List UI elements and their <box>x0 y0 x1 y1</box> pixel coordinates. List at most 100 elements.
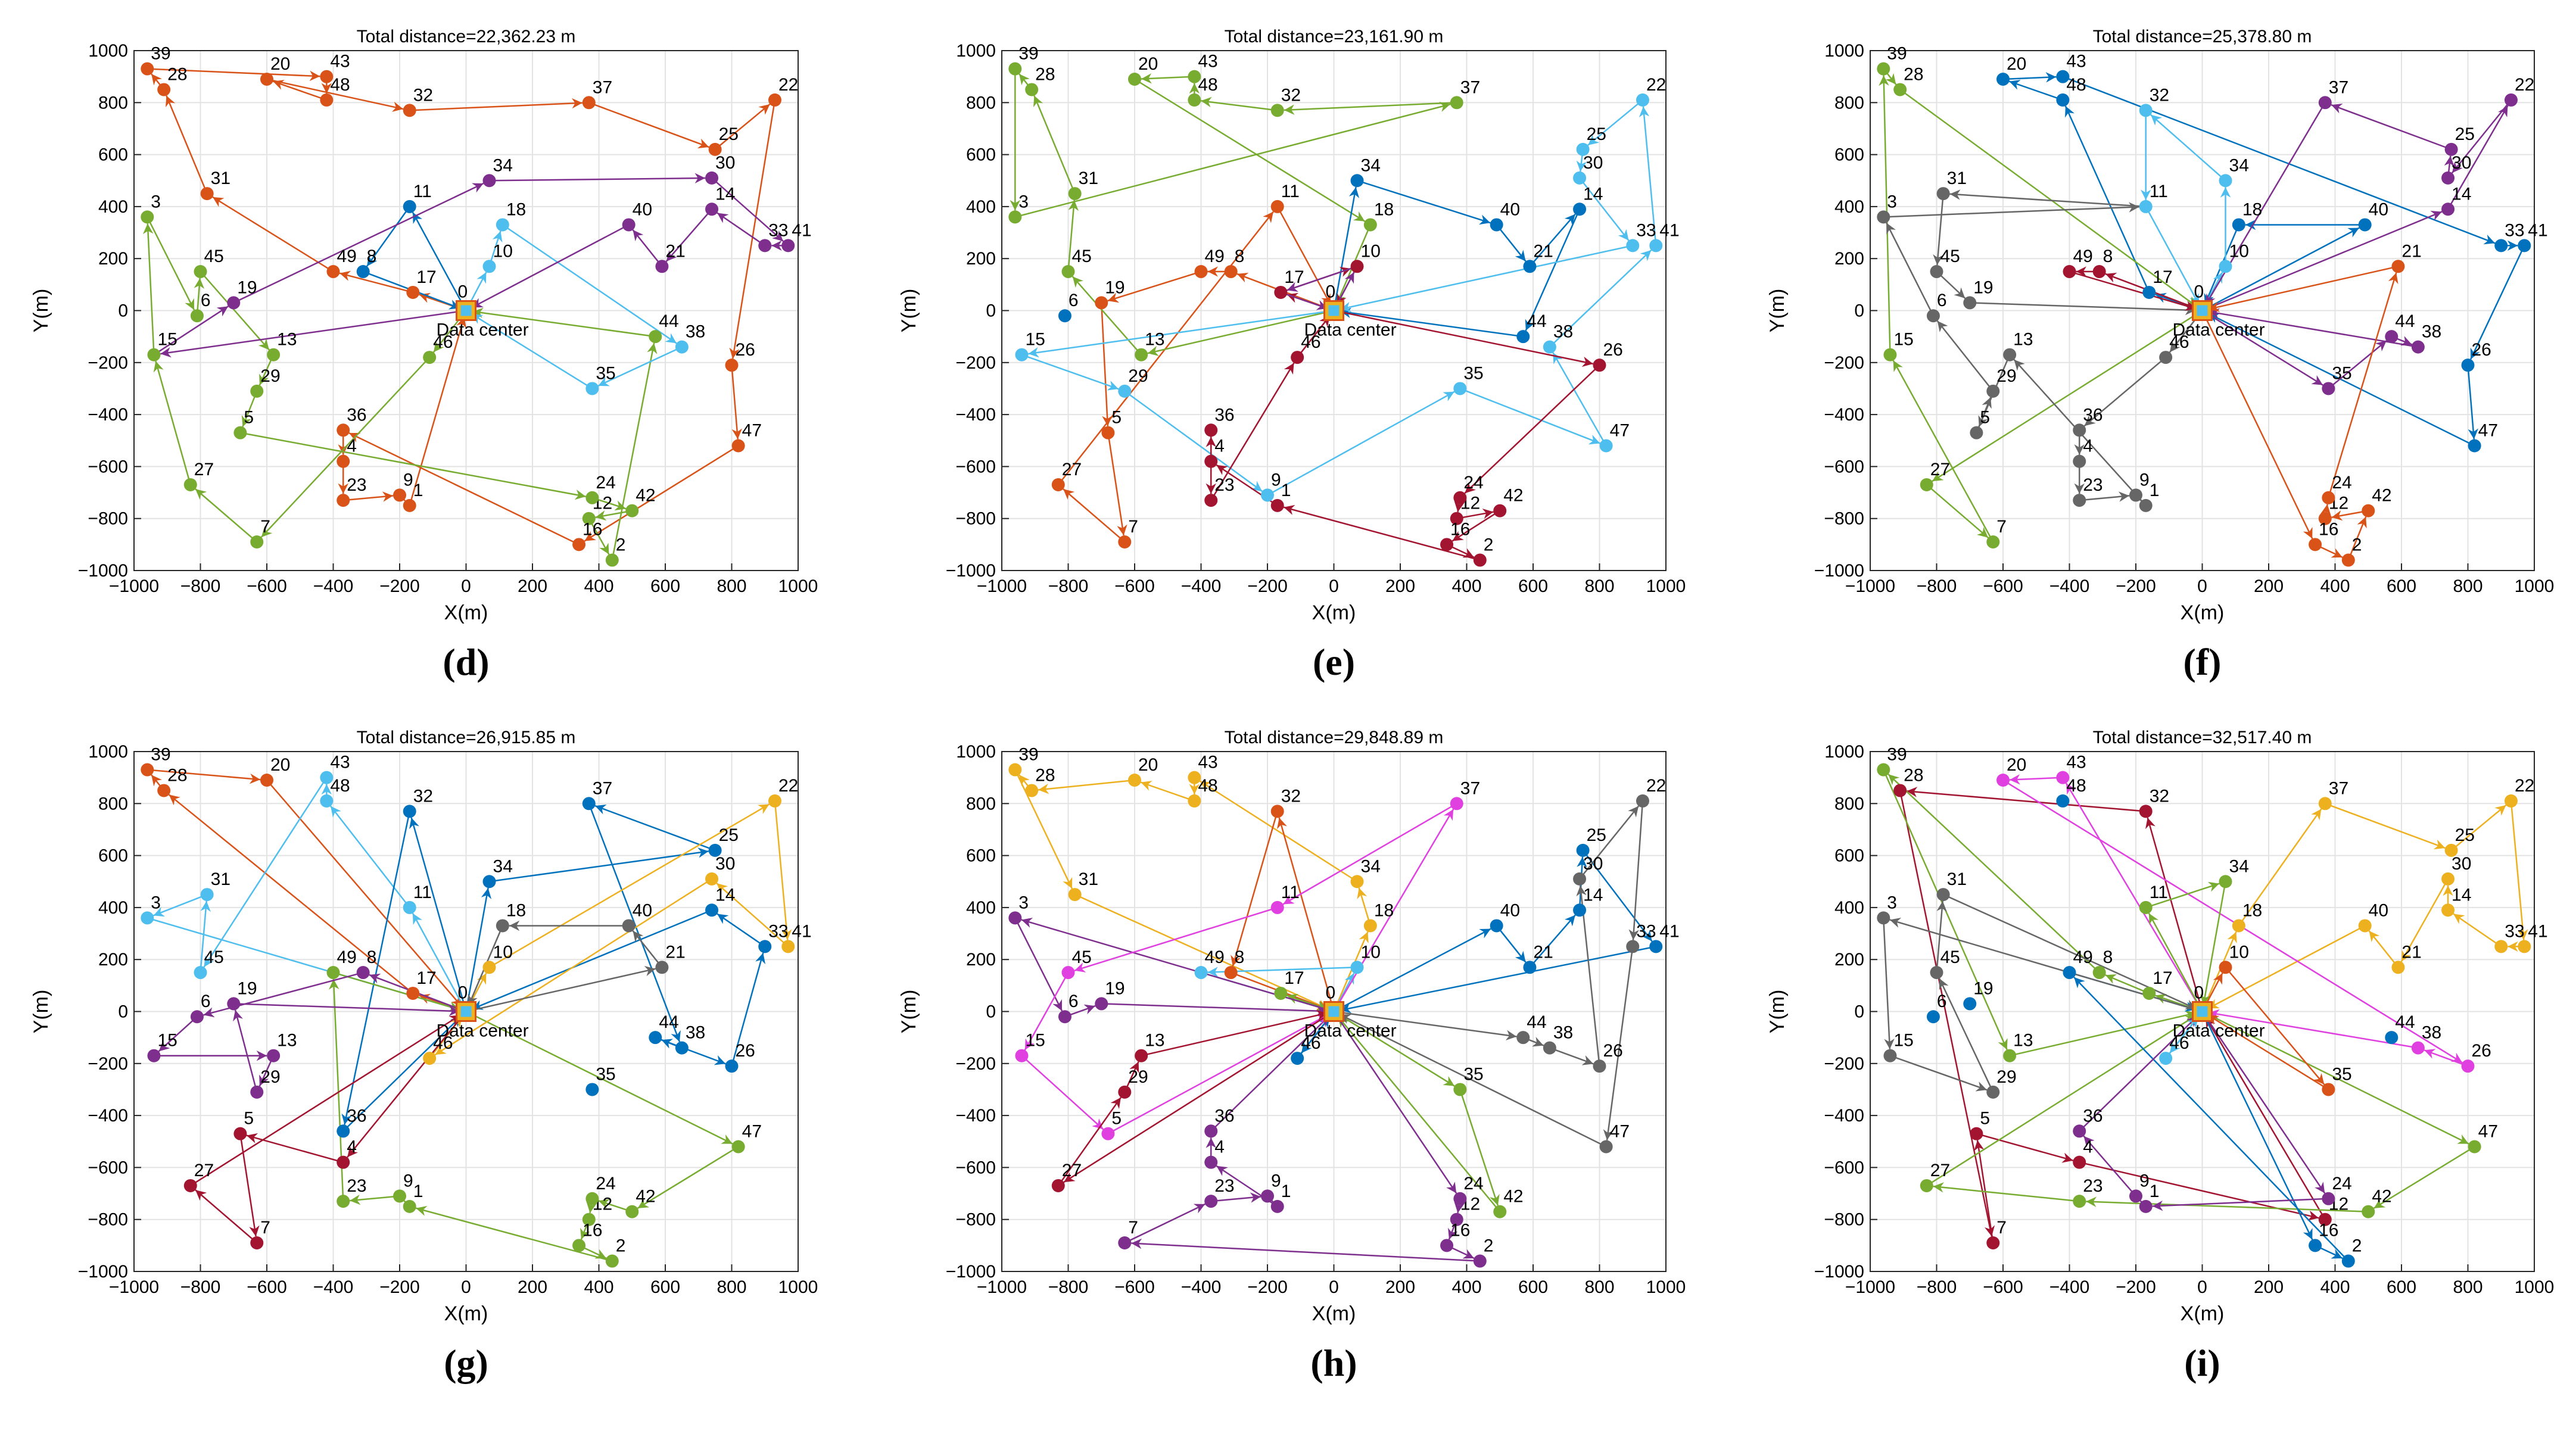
node-marker <box>200 888 214 902</box>
y-tick-label: −200 <box>955 353 996 373</box>
node-marker <box>2468 1140 2481 1154</box>
route-segment <box>1357 180 1491 225</box>
depot-label: Data center <box>2173 320 2265 340</box>
node-label: 15 <box>1025 330 1045 350</box>
node-marker <box>605 1254 619 1268</box>
route-segment <box>2238 808 2322 927</box>
depot-marker <box>1323 1001 1344 1022</box>
node-label: 21 <box>2401 241 2421 261</box>
node-label: 7 <box>260 517 270 537</box>
node-label: 46 <box>1301 1033 1320 1053</box>
node-label: 41 <box>1659 921 1679 941</box>
route-segment <box>233 1003 460 1017</box>
route-segment <box>1496 925 1527 963</box>
x-tick-label: −200 <box>379 576 420 596</box>
y-tick-label: 200 <box>98 950 128 970</box>
node-label: 35 <box>1463 363 1483 383</box>
node-marker <box>1636 93 1649 107</box>
node-label: 42 <box>2372 1187 2391 1207</box>
route-segment <box>341 811 410 1125</box>
route-segment <box>502 224 677 344</box>
route-segment <box>2009 774 2063 785</box>
depot-inner-marker <box>1328 1006 1340 1017</box>
x-tick-label: 0 <box>1329 576 1339 596</box>
route-segment <box>731 952 766 1067</box>
node-marker <box>2139 900 2153 914</box>
route-segment <box>1639 106 1657 246</box>
route-segment <box>1028 310 1334 358</box>
node-marker <box>1543 1041 1556 1055</box>
node-marker <box>2073 454 2086 468</box>
panel-label: (g) <box>444 1342 488 1384</box>
route-segment <box>2450 804 2507 851</box>
node-label: 8 <box>2103 247 2113 266</box>
node-marker <box>1204 1124 1218 1138</box>
x-tick-label: 1000 <box>778 576 818 596</box>
y-tick-label: 800 <box>98 794 128 813</box>
node-marker <box>403 805 416 818</box>
node-marker <box>356 966 370 980</box>
y-tick-label: 800 <box>98 93 128 113</box>
node-label: 28 <box>1035 765 1055 785</box>
route-segment <box>1124 1203 1206 1244</box>
node-marker <box>622 919 636 933</box>
node-label: 43 <box>1198 753 1217 772</box>
node-label: 19 <box>1973 278 1993 297</box>
node-marker <box>625 1205 639 1218</box>
node-label: 20 <box>270 54 290 74</box>
node-label: 15 <box>157 330 177 350</box>
x-tick-label: 200 <box>1385 1277 1415 1297</box>
route-segment <box>1333 1011 1455 1087</box>
node-marker <box>1188 70 1201 83</box>
x-tick-label: −400 <box>313 1277 354 1297</box>
y-tick-label: −200 <box>955 1054 996 1074</box>
y-tick-label: 1000 <box>956 41 996 61</box>
node-marker <box>1986 1236 2000 1249</box>
node-label: 32 <box>2150 786 2169 806</box>
node-label: 27 <box>1930 1161 1950 1180</box>
node-label: 49 <box>1205 947 1225 967</box>
node-marker <box>1573 903 1587 917</box>
node-label: 4 <box>2083 1137 2093 1157</box>
route-segment <box>1101 303 1113 426</box>
node-label: 31 <box>211 869 230 889</box>
y-tick-label: −600 <box>88 1158 128 1177</box>
node-label: 24 <box>1463 1174 1483 1193</box>
node-label: 17 <box>416 968 436 988</box>
chart-title: Total distance=23,161.90 m <box>1225 27 1444 46</box>
node-label: 29 <box>260 1067 280 1087</box>
x-tick-label: 800 <box>2453 576 2482 596</box>
node-label: 8 <box>1235 947 1245 967</box>
node-marker <box>1453 1083 1467 1096</box>
node-label: 21 <box>1533 942 1553 962</box>
node-marker <box>1543 340 1556 354</box>
node-marker <box>1883 348 1897 361</box>
route-segment <box>471 313 593 389</box>
node-label: 46 <box>1301 332 1320 352</box>
x-tick-label: 800 <box>2453 1277 2482 1297</box>
route-segment <box>2105 974 2150 995</box>
node-label: 44 <box>2395 1012 2415 1032</box>
node-marker <box>250 535 264 548</box>
node-marker <box>2142 285 2156 299</box>
route-segment <box>2201 310 2323 386</box>
node-marker <box>1135 1049 1148 1062</box>
route-segment <box>2207 1014 2329 1090</box>
route-segment <box>200 271 270 351</box>
x-axis-label: X(m) <box>1312 1302 1356 1325</box>
node-marker <box>655 961 669 974</box>
node-label: 49 <box>2073 947 2093 967</box>
node-marker <box>423 351 437 364</box>
y-tick-label: −200 <box>88 353 128 373</box>
node-marker <box>649 330 662 344</box>
route-segment <box>1333 928 1491 1012</box>
x-tick-label: 800 <box>1584 1277 1614 1297</box>
x-tick-label: 200 <box>1385 576 1415 596</box>
depot-node-label: 0 <box>2194 282 2204 302</box>
node-marker <box>403 200 416 213</box>
route-segment <box>153 360 191 485</box>
node-marker <box>496 218 509 232</box>
y-axis-label: Y(m) <box>30 990 52 1034</box>
node-marker <box>1270 200 1284 213</box>
node-marker <box>2391 260 2405 273</box>
